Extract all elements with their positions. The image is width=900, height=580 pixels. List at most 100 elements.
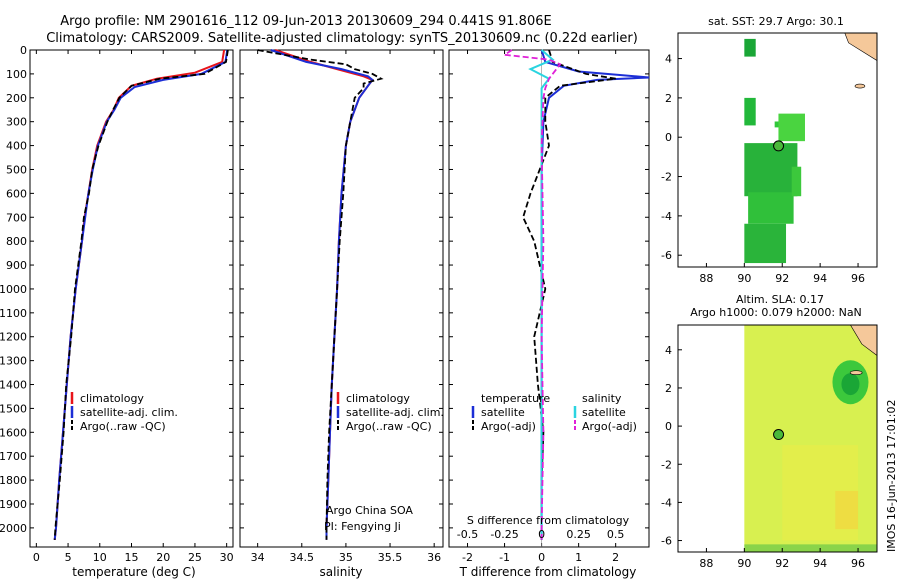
- depth-tick-label: 900: [6, 259, 27, 272]
- map-x-tick-label: 96: [851, 557, 865, 570]
- legend-temp-argo: Argo(-adj): [481, 420, 536, 433]
- x-tick-label: -2: [462, 551, 473, 564]
- sal-diff-tick-label: 0.25: [566, 528, 591, 541]
- land-coast: [844, 32, 878, 62]
- legend-climatology: climatology: [346, 392, 410, 405]
- x-tick-label: -1: [499, 551, 510, 564]
- depth-tick-label: 1000: [0, 283, 27, 296]
- salinity-panel-frame: [239, 49, 444, 548]
- map-x-tick-label: 90: [737, 557, 751, 570]
- difference-panel-frame: [448, 49, 650, 548]
- map-x-tick-label: 88: [699, 272, 713, 285]
- s-difference-xlabel: S difference from climatology: [467, 514, 630, 527]
- depth-tick-label: 200: [6, 92, 27, 105]
- sst-patch: [748, 192, 794, 224]
- sst-map-title: sat. SST: 29.7 Argo: 30.1: [708, 15, 844, 28]
- x-tick-label: 10: [93, 551, 107, 564]
- x-tick-label: 15: [125, 551, 139, 564]
- map-y-tick-label: -6: [661, 249, 672, 262]
- depth-tick-label: 500: [6, 163, 27, 176]
- sst-patch: [791, 166, 802, 197]
- sst-patch: [744, 97, 756, 126]
- series-line-satellite: [540, 49, 650, 540]
- legend-argo: Argo(..raw -QC): [80, 420, 166, 433]
- map-y-tick-label: -2: [661, 171, 672, 184]
- map-y-tick-label: -4: [661, 496, 672, 509]
- salinity-difference-ticks: -0.5 -0.25 0 0.25 0.5: [457, 528, 625, 541]
- difference-legend: temperature satellite Argo(-adj) salinit…: [471, 392, 637, 433]
- temperature-xlabel: temperature (deg C): [72, 565, 195, 579]
- x-tick-label: 1: [575, 551, 582, 564]
- temperature-panel: 0 5 10 15 20 25 30: [33, 49, 234, 564]
- map-x-tick-label: 94: [813, 272, 827, 285]
- sla-patch: [841, 373, 860, 396]
- x-tick-label: 30: [220, 551, 234, 564]
- depth-tick-label: 700: [6, 211, 27, 224]
- series-line-climatology: [53, 49, 226, 540]
- sla-map-subtitle: Argo h1000: 0.079 h2000: NaN: [690, 306, 862, 319]
- sla-map: 88 90 92 94 96 -6 -4 -2 0 2 4: [661, 324, 878, 570]
- depth-tick-label: 800: [6, 235, 27, 248]
- x-tick-label: 5: [65, 551, 72, 564]
- sal-diff-tick-label: 0.5: [607, 528, 625, 541]
- depth-tick-label: 1900: [0, 498, 27, 511]
- legend-satellite: satellite-adj. clim.: [80, 406, 178, 419]
- sal-diff-tick-label: -0.25: [490, 528, 518, 541]
- series-line-argo-raw-qc-: [53, 49, 229, 540]
- depth-tick-label: 1400: [0, 379, 27, 392]
- x-tick-label: 36: [427, 551, 441, 564]
- depth-tick-label: 0: [20, 44, 27, 57]
- x-tick-label: 35: [339, 551, 353, 564]
- sla-map-frame: [677, 324, 878, 553]
- x-tick-label: 35.5: [378, 551, 403, 564]
- map-y-tick-label: 4: [665, 344, 672, 357]
- legend-climatology: climatology: [80, 392, 144, 405]
- header-line2: Climatology: CARS2009. Satellite-adjuste…: [46, 31, 638, 46]
- x-tick-label: 34.5: [290, 551, 315, 564]
- legend-sal-argo: Argo(-adj): [582, 420, 637, 433]
- map-y-tick-label: -4: [661, 210, 672, 223]
- depth-tick-label: 1100: [0, 307, 27, 320]
- series-line-climatology: [274, 49, 374, 540]
- map-x-tick-label: 92: [775, 272, 789, 285]
- sal-diff-tick-label: 0: [538, 528, 545, 541]
- island: [854, 83, 866, 89]
- depth-tick-label: 1200: [0, 331, 27, 344]
- pi-annotation-line2: PI: Fengying Ji: [324, 520, 401, 533]
- sla-map-title: Altim. SLA: 0.17: [736, 293, 824, 306]
- series-line-argo-adj-: [522, 49, 616, 540]
- depth-tick-label: 1700: [0, 450, 27, 463]
- legend-temp-satellite: satellite: [481, 406, 525, 419]
- header-line1: Argo profile: NM 2901616_112 09-Jun-2013…: [60, 14, 551, 29]
- map-x-tick-label: 90: [737, 272, 751, 285]
- depth-tick-label: 1600: [0, 426, 27, 439]
- sla-patch: [835, 490, 859, 530]
- difference-panel: -2 -1 0 1 2: [462, 49, 650, 564]
- pi-annotation-line1: Argo China SOA: [326, 504, 413, 517]
- depth-tick-label: 1300: [0, 355, 27, 368]
- t-difference-xlabel: T difference from climatology: [459, 565, 637, 579]
- legend-satellite: satellite-adj. clim.: [346, 406, 444, 419]
- footer-timestamp: IMOS 16-Jun-2013 17:01:02: [885, 399, 898, 552]
- map-y-tick-label: 4: [665, 53, 672, 66]
- x-tick-label: 0: [33, 551, 40, 564]
- argo-position-marker: [773, 140, 785, 152]
- sst-patch: [744, 143, 798, 197]
- map-x-tick-label: 92: [775, 557, 789, 570]
- sst-patch: [744, 223, 787, 264]
- depth-axis: 0 100 200 300 400 500 600 700 800 900 1000 1100 1200…: [0, 44, 649, 535]
- legend-salinity-title: salinity: [582, 392, 622, 405]
- map-y-tick-label: 0: [665, 131, 672, 144]
- series-line-satellite-adj-clim-: [270, 49, 374, 540]
- map-y-tick-label: 0: [665, 420, 672, 433]
- salinity-xlabel: salinity: [319, 565, 362, 579]
- map-y-tick-label: -2: [661, 458, 672, 471]
- map-y-tick-label: -6: [661, 535, 672, 548]
- salinity-legend: climatology satellite-adj. clim. Argo(..…: [336, 392, 444, 433]
- sst-map-frame: [677, 32, 878, 268]
- series-line-argo-adj-: [501, 49, 562, 540]
- sla-patch: [744, 544, 877, 552]
- depth-tick-label: 300: [6, 116, 27, 129]
- map-x-tick-label: 94: [813, 557, 827, 570]
